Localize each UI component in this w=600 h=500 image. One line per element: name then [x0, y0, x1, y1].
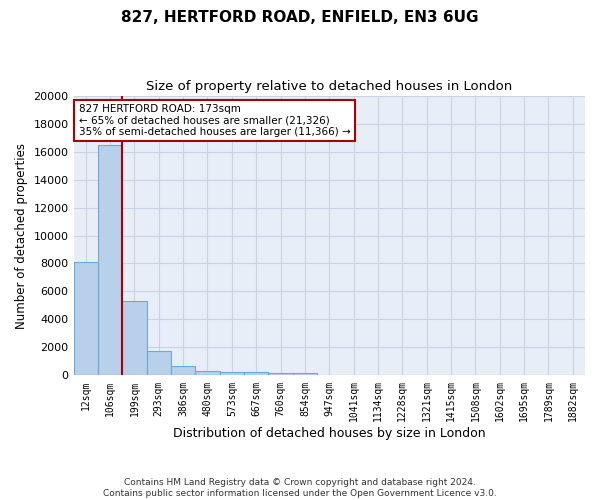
Bar [244, 372, 268, 376]
Y-axis label: Number of detached properties: Number of detached properties [15, 142, 28, 328]
Text: 827 HERTFORD ROAD: 173sqm
← 65% of detached houses are smaller (21,326)
35% of s: 827 HERTFORD ROAD: 173sqm ← 65% of detac… [79, 104, 350, 137]
Bar [171, 366, 196, 376]
Bar [98, 144, 122, 376]
Bar [268, 373, 293, 376]
Bar [196, 370, 220, 376]
Bar [146, 351, 171, 376]
Text: Contains HM Land Registry data © Crown copyright and database right 2024.
Contai: Contains HM Land Registry data © Crown c… [103, 478, 497, 498]
X-axis label: Distribution of detached houses by size in London: Distribution of detached houses by size … [173, 427, 485, 440]
Bar [220, 372, 244, 376]
Bar [122, 302, 146, 376]
Bar [74, 262, 98, 376]
Title: Size of property relative to detached houses in London: Size of property relative to detached ho… [146, 80, 512, 93]
Text: 827, HERTFORD ROAD, ENFIELD, EN3 6UG: 827, HERTFORD ROAD, ENFIELD, EN3 6UG [121, 10, 479, 25]
Bar [293, 372, 317, 376]
